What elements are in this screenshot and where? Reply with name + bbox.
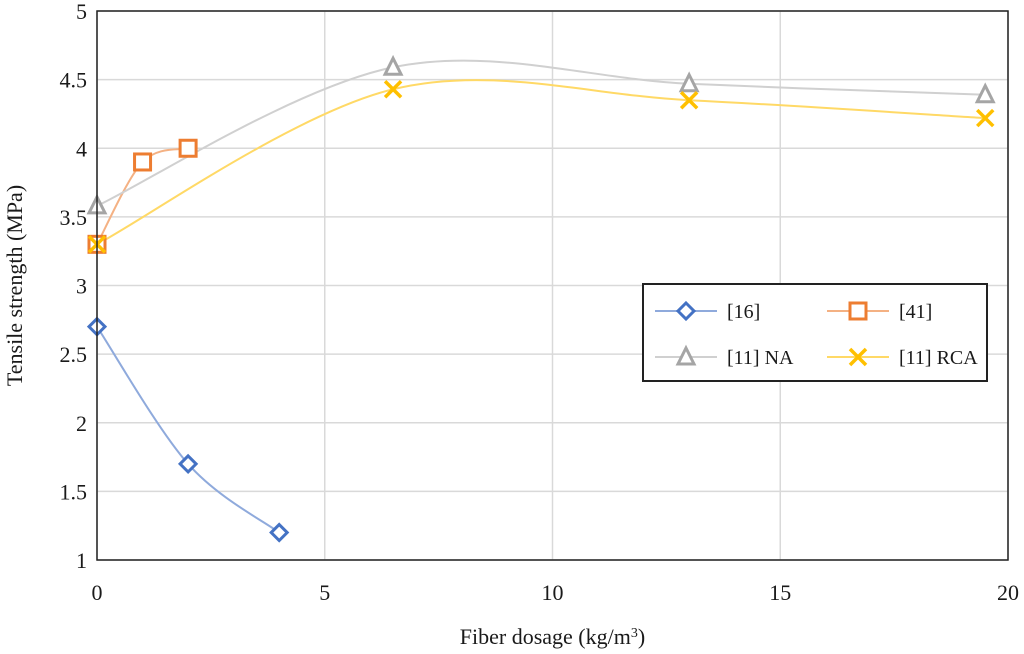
legend-label: [41] bbox=[899, 301, 932, 323]
plot-area-border bbox=[96, 10, 1009, 561]
x-tick-label: 0 bbox=[92, 580, 103, 605]
data-point-x bbox=[679, 90, 699, 110]
series-line bbox=[96, 79, 986, 246]
data-point-x bbox=[383, 79, 403, 99]
x-tick-labels: 0 5 10 15 20 bbox=[92, 580, 1020, 605]
data-point-square bbox=[133, 152, 153, 172]
x-axis-title: Fiber dosage (kg/m3) bbox=[460, 624, 645, 649]
y-tick-labels: 1 1.5 2 2.5 3 3.5 4 4.5 5 bbox=[60, 0, 88, 573]
legend-box bbox=[642, 283, 988, 382]
x-axis-title-suffix: ) bbox=[638, 624, 645, 649]
legend-label: [11] NA bbox=[727, 347, 794, 369]
y-tick-label: 1 bbox=[76, 548, 87, 573]
y-tick-label: 2.5 bbox=[60, 342, 88, 367]
series-markers bbox=[86, 54, 996, 543]
y-tick-label: 2 bbox=[76, 411, 87, 436]
y-tick-label: 1.5 bbox=[60, 479, 88, 504]
x-tick-label: 10 bbox=[542, 580, 564, 605]
legend-entry: [16] bbox=[655, 300, 760, 323]
data-point-diamond bbox=[269, 522, 290, 543]
legend-marker bbox=[848, 301, 868, 321]
series-line bbox=[96, 59, 986, 207]
x-tick-label: 20 bbox=[997, 580, 1019, 605]
y-axis-title: Tensile strength (MPa) bbox=[2, 185, 27, 386]
legend-entry: [41] bbox=[827, 301, 932, 323]
x-axis-title-superscript: 3 bbox=[631, 626, 638, 641]
data-point-x bbox=[975, 108, 995, 128]
data-point-triangle bbox=[678, 71, 700, 93]
data-point-diamond bbox=[177, 453, 199, 475]
legend-marker bbox=[675, 300, 697, 322]
legend-marker bbox=[675, 344, 697, 366]
y-tick-label: 4.5 bbox=[60, 68, 88, 93]
legend: [16] [41] [11] NA [11] RCA bbox=[642, 283, 988, 382]
x-tick-label: 15 bbox=[769, 580, 791, 605]
y-tick-label: 3 bbox=[76, 274, 87, 299]
legend-label: [16] bbox=[727, 301, 760, 323]
legend-entry: [11] NA bbox=[655, 344, 794, 369]
y-tick-label: 4 bbox=[76, 136, 87, 161]
x-tick-label: 5 bbox=[319, 580, 330, 605]
data-point-triangle bbox=[974, 82, 996, 104]
data-point-triangle bbox=[382, 54, 404, 76]
series-line bbox=[96, 326, 280, 534]
data-point-square bbox=[178, 138, 198, 158]
legend-entry: [11] RCA bbox=[827, 347, 978, 369]
y-tick-label: 5 bbox=[76, 0, 87, 24]
y-tick-label: 3.5 bbox=[60, 205, 88, 230]
legend-label: [11] RCA bbox=[899, 347, 978, 369]
legend-marker bbox=[848, 347, 868, 367]
x-axis-title-main: Fiber dosage (kg/m bbox=[460, 624, 631, 649]
